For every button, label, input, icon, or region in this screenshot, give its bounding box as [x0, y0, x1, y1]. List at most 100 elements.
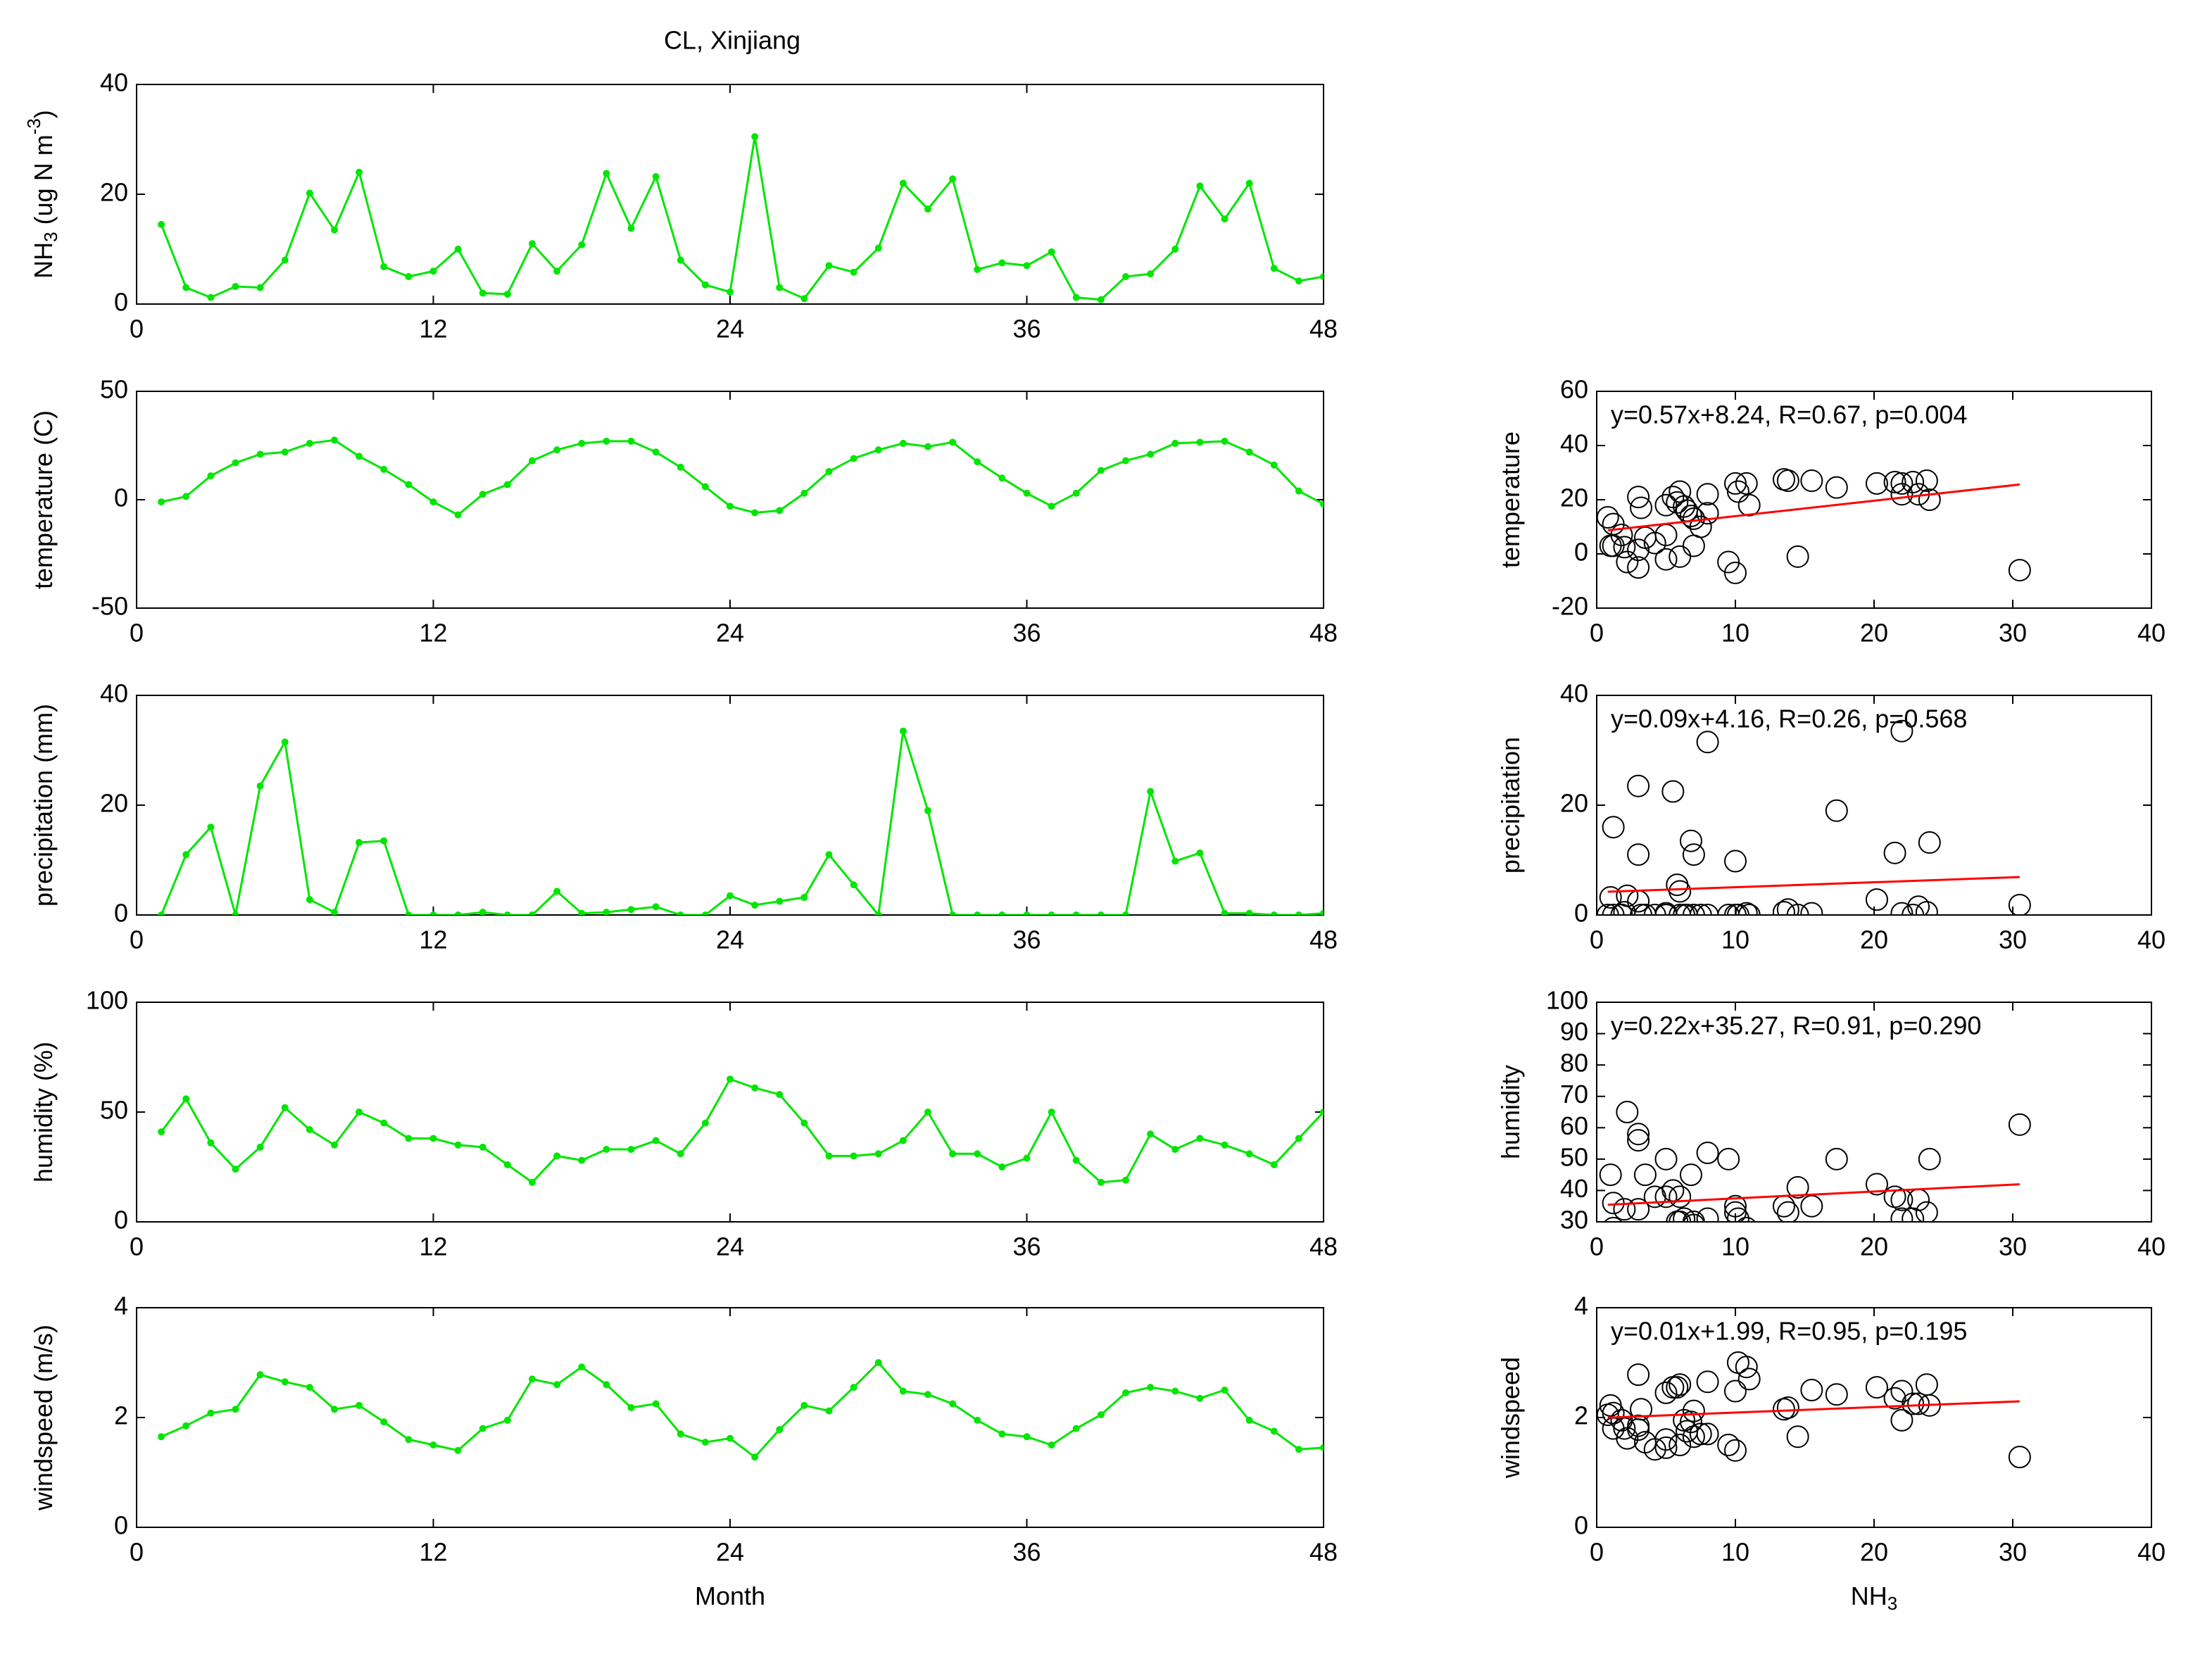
data-point: [949, 1150, 957, 1158]
scatter-point: [1604, 1216, 1623, 1222]
y-axis-label-part: temperature: [1496, 431, 1525, 568]
y-axis-label: windspeed (m/s): [29, 1325, 58, 1511]
data-point: [380, 1418, 388, 1426]
data-point: [1023, 1154, 1031, 1162]
data-point: [1048, 503, 1055, 510]
data-point: [1147, 270, 1155, 278]
data-point: [850, 455, 857, 462]
data-point: [751, 509, 759, 517]
data-point: [1023, 911, 1031, 915]
data-point: [306, 1384, 313, 1391]
data-point: [1097, 467, 1105, 474]
data-point: [503, 1416, 511, 1424]
plot-frame: [136, 1002, 1324, 1223]
data-point: [380, 1119, 388, 1127]
data-point: [1320, 273, 1324, 280]
data-point: [998, 1163, 1006, 1170]
data-point: [603, 170, 610, 177]
plot-area: [1597, 468, 2031, 584]
scatter-point: [1654, 1436, 1678, 1459]
data-point: [454, 1446, 462, 1454]
data-point: [479, 289, 486, 297]
scatter-point: [1883, 841, 1906, 864]
scatter-point: [1633, 1163, 1657, 1187]
scatter-point: [1682, 1425, 1705, 1448]
data-point: [306, 1125, 313, 1133]
fit-annotation: y=0.01x+1.99, R=0.95, p=0.195: [1611, 1317, 1967, 1346]
scatter-point: [1717, 904, 1740, 915]
scatter-point: [1602, 816, 1625, 839]
scatter-point: [1786, 1425, 1809, 1448]
data-point: [182, 493, 190, 500]
scatter-point: [1669, 1434, 1692, 1456]
x-tick-label: 24: [716, 926, 744, 954]
plot-area: [1599, 1101, 2031, 1267]
fit-annotation: y=0.09x+4.16, R=0.26, p=0.568: [1611, 705, 1967, 733]
data-point: [825, 467, 833, 475]
scatter-point: [1669, 545, 1692, 568]
data-point: [553, 1381, 561, 1389]
data-point: [949, 175, 957, 183]
data-point: [899, 727, 907, 735]
scatter-point: [1865, 888, 1888, 911]
data-point: [751, 133, 759, 141]
data-point: [405, 273, 413, 280]
data-point: [232, 911, 239, 915]
data-point: [1270, 265, 1278, 272]
data-point: [281, 1104, 289, 1111]
scatter-point: [1627, 843, 1650, 866]
plot-area: [158, 1075, 1324, 1186]
x-tick-label: 0: [130, 315, 144, 343]
x-tick-label: 0: [130, 1232, 144, 1261]
scatter-point: [1656, 1246, 1677, 1267]
scatter-point: [1915, 901, 1938, 915]
data-point: [974, 458, 981, 466]
data-line: [161, 438, 1324, 517]
scatter-point: [1611, 1224, 1632, 1245]
scatter-point: [1890, 1207, 1913, 1222]
data-point: [850, 1384, 857, 1391]
data-point: [1245, 448, 1253, 456]
scatter-point: [1597, 1403, 1619, 1427]
scatter-point: [1627, 1198, 1650, 1221]
y-axis-label: NH3 (ug N m-3): [23, 110, 61, 279]
x-tick-label: 36: [1012, 926, 1041, 954]
data-point: [1122, 1176, 1129, 1184]
data-point: [627, 437, 635, 445]
data-point: [603, 1146, 610, 1154]
data-point: [1221, 1387, 1228, 1394]
data-point: [306, 896, 313, 904]
data-point: [701, 483, 709, 491]
scatter-point: [1717, 1434, 1740, 1456]
scatter-point: [1627, 1363, 1650, 1387]
x-tick-label: 24: [716, 1232, 744, 1261]
scatter-point: [2008, 893, 2031, 915]
y-tick-label: 20: [1560, 484, 1588, 512]
scatter-point: [1825, 799, 1848, 822]
data-point: [1221, 909, 1228, 915]
scatter-point: [1918, 1147, 1941, 1170]
data-point: [553, 1152, 561, 1160]
y-axis-label: precipitation (mm): [29, 704, 58, 907]
scatter-point: [1613, 1198, 1636, 1221]
scatter-point: [1669, 904, 1692, 915]
scatter-point: [1643, 1438, 1666, 1461]
fit-line: [1607, 1400, 2020, 1419]
data-point: [1320, 1109, 1324, 1116]
y-tick-label: 20: [1560, 789, 1588, 818]
plot-area: [158, 436, 1324, 519]
scatter-point: [1696, 731, 1719, 754]
data-point: [652, 1137, 660, 1144]
data-point: [1295, 277, 1302, 285]
data-point: [1295, 1135, 1302, 1142]
y-tick-label: 60: [1560, 1111, 1588, 1140]
data-point: [1023, 489, 1031, 497]
scatter-point: [1627, 1418, 1650, 1441]
data-point: [1245, 179, 1253, 187]
data-point: [479, 1425, 486, 1432]
data-point: [1196, 849, 1204, 857]
scatter-point: [1679, 1410, 1702, 1434]
scatter-point: [1616, 1101, 1639, 1123]
scatter-point: [1599, 1163, 1622, 1187]
data-point: [825, 851, 833, 859]
